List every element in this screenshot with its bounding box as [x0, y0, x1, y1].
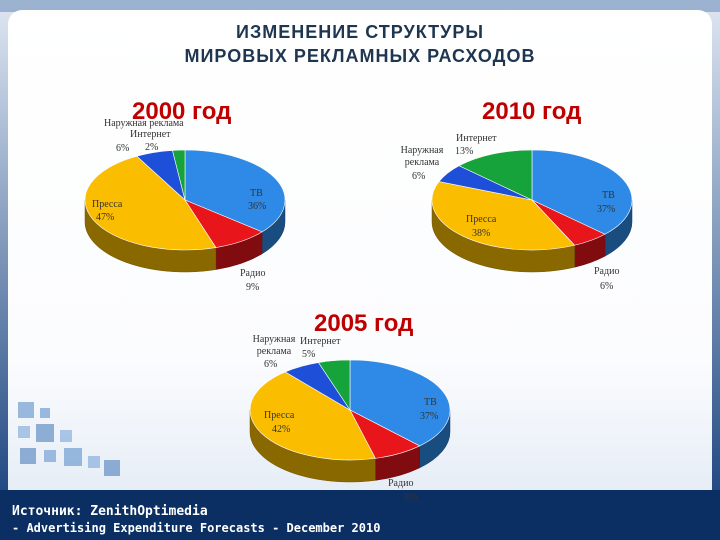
source-line1: Источник: ZenithOptimedia — [12, 504, 208, 519]
pie-2010-tv-slice — [531, 149, 633, 235]
pie-2010-radio-value: 6% — [600, 281, 614, 292]
pie-2005-tv-label: ТВ — [424, 397, 437, 408]
pie-2005-radio-label: Радио — [388, 478, 414, 489]
pie-2005-internet-value: 5% — [302, 349, 316, 360]
pie-2000-radio-label: Радио — [240, 268, 266, 279]
pie-2005-internet-label: Интернет — [300, 336, 341, 347]
pie-2010 — [431, 149, 633, 273]
page-title-line2: МИРОВЫХ РЕКЛАМНЫХ РАСХОДОВ — [184, 46, 536, 66]
pie-2010-press-value: 38% — [472, 228, 491, 239]
pie-2010-press-label: Пресса — [466, 214, 497, 225]
source-line2: - Advertising Expenditure Forecasts - De… — [12, 521, 381, 535]
pie-2010-title: 2010 год — [482, 98, 582, 125]
pie-2005-outdoor-label: Наружная реклама — [252, 334, 296, 357]
pie-2005-internet-slice — [317, 359, 351, 411]
pie-2010-radio-label: Радио — [594, 266, 620, 277]
pie-2000-tv-value: 36% — [248, 201, 267, 212]
pie-2000-outdoor-value: 6% — [116, 143, 130, 154]
pie-2000-tv-label: ТВ — [250, 188, 263, 199]
pie-2010-internet-label: Интернет — [456, 133, 497, 144]
pie-2005-press-value: 42% — [272, 424, 291, 435]
pie-2010-outdoor-value: 6% — [412, 171, 426, 182]
pie-2005-press-slice — [249, 371, 376, 461]
pie-2000-press-value: 47% — [96, 212, 115, 223]
pie-2005-tv-slice — [349, 359, 451, 447]
pie-2010-tv-value: 37% — [597, 204, 616, 215]
pie-2000 — [84, 149, 286, 273]
pie-2000-radio-value: 9% — [246, 282, 260, 293]
pie-2010-internet-value: 13% — [455, 146, 474, 157]
pie-2005-press-label: Пресса — [264, 410, 295, 421]
pie-2005 — [249, 359, 451, 483]
pie-2005-tv-value: 37% — [420, 411, 439, 422]
pie-2000-internet-slice — [172, 149, 186, 201]
page-title-line1: ИЗМЕНЕНИЕ СТРУКТУРЫ — [236, 22, 484, 42]
pie-2000-internet-label: Интернет — [130, 129, 171, 140]
pie-2000-internet-value: 2% — [145, 142, 159, 153]
pie-2005-radio-value: 8% — [404, 492, 418, 503]
pie-2010-press-slice — [431, 181, 576, 251]
pie-2005-title: 2005 год — [314, 310, 414, 337]
pie-2000-press-slice — [84, 155, 217, 251]
pie-2010-internet-slice — [458, 149, 533, 201]
pie-2000-outdoor-label: Наружная реклама — [104, 118, 184, 129]
decorative-squares — [18, 402, 120, 476]
pie-2000-press-label: Пресса — [92, 199, 123, 210]
pie-2005-outdoor-value: 6% — [264, 359, 278, 370]
pie-2000-title: 2000 год — [132, 98, 232, 125]
pie-2010-outdoor-label: Наружная реклама — [400, 145, 444, 168]
pie-2000-tv-slice — [184, 149, 286, 233]
pie-2010-tv-label: ТВ — [602, 190, 615, 201]
